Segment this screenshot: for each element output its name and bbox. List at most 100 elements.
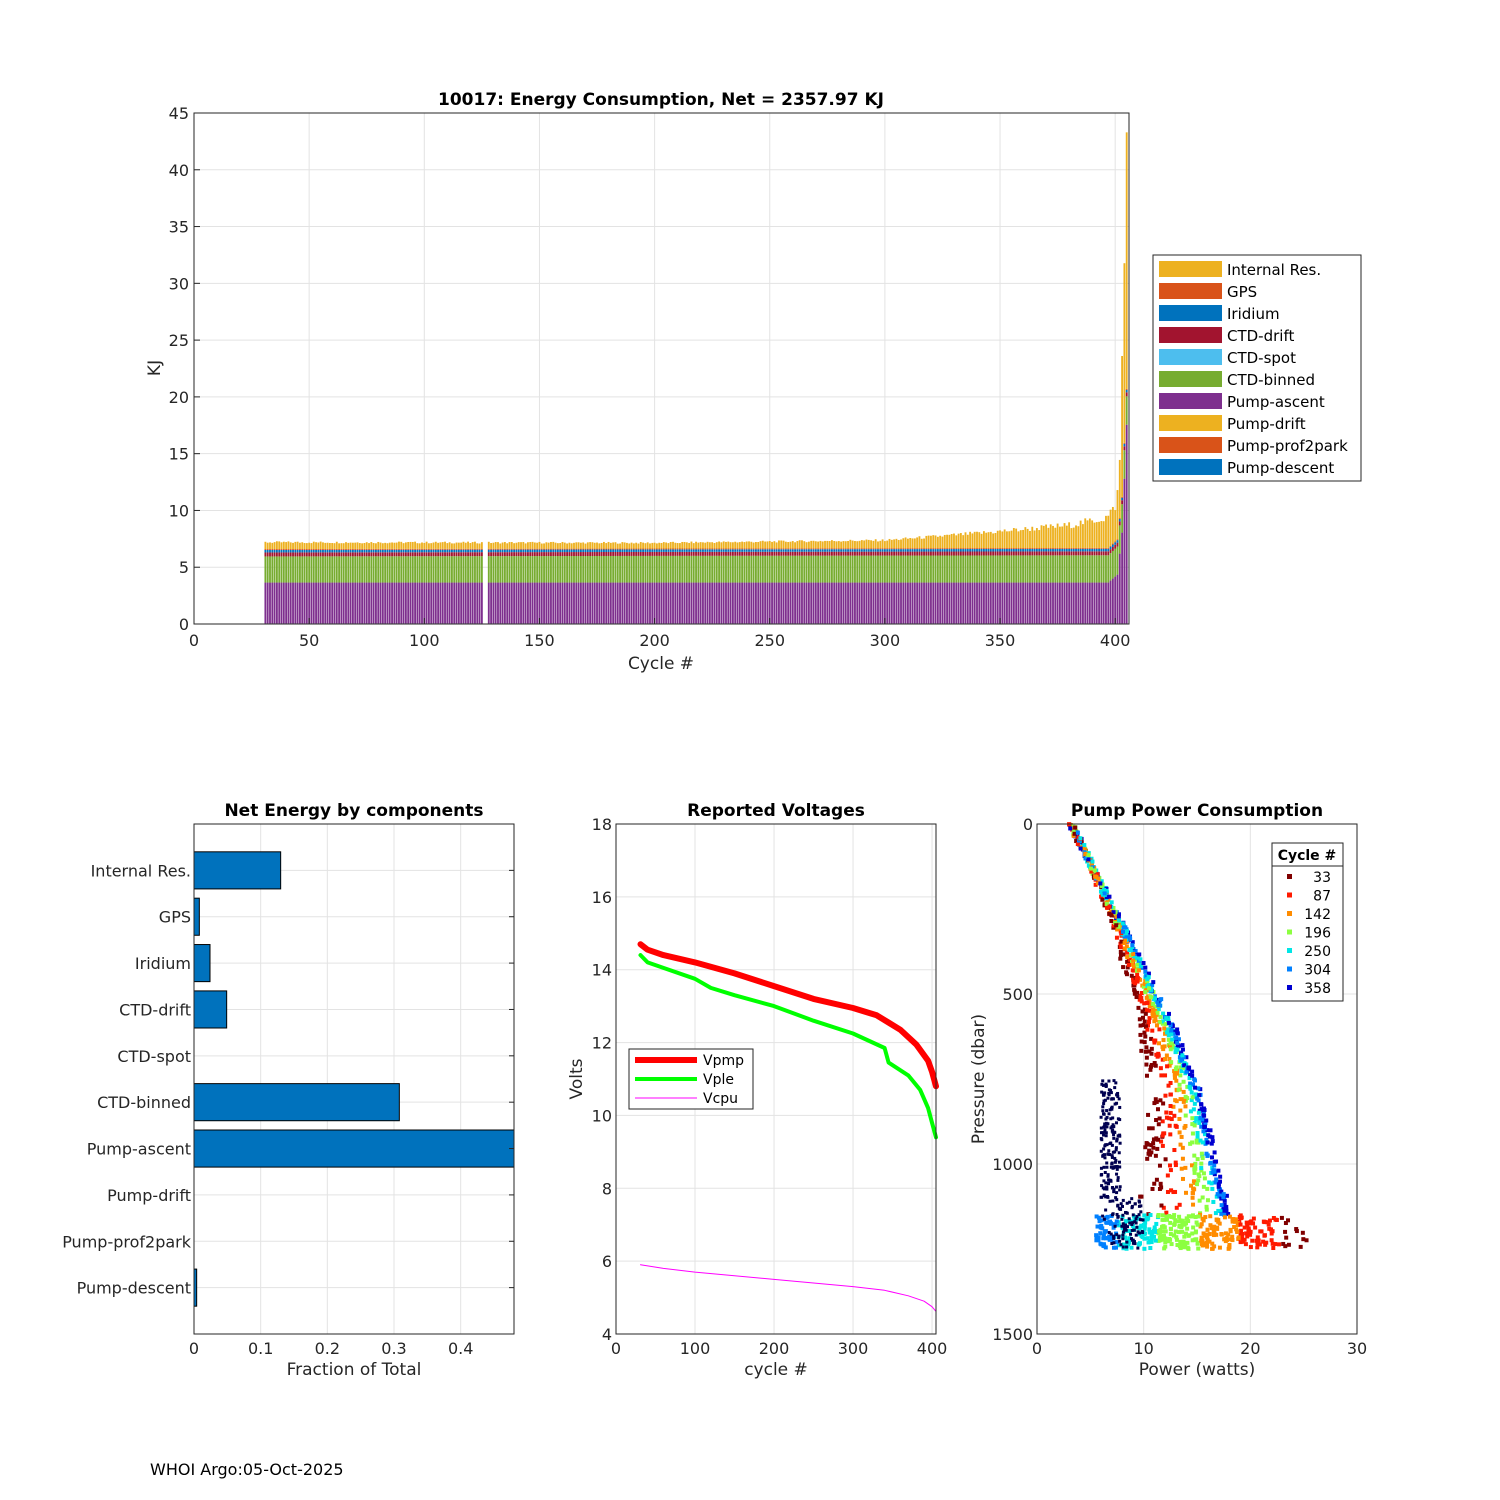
energy-bar-segment xyxy=(1107,551,1110,556)
energy-bar-segment xyxy=(971,548,974,550)
energy-bar-segment xyxy=(755,551,757,556)
pump-point xyxy=(1120,921,1125,926)
energy-bar-segment xyxy=(1114,510,1117,542)
energy-bar-segment xyxy=(335,541,338,549)
energy-bar-segment xyxy=(490,552,493,557)
energy-bar-segment xyxy=(734,541,737,549)
energy-bar-segment xyxy=(536,549,539,553)
energy-bar-segment xyxy=(1040,582,1043,624)
pump-point xyxy=(1110,1241,1114,1245)
pump-point xyxy=(1186,1066,1191,1071)
energy-bar-segment xyxy=(909,548,912,550)
pump-point xyxy=(1281,1241,1286,1246)
energy-bar-segment xyxy=(913,555,916,583)
pump-point xyxy=(1120,1217,1124,1221)
pump-point xyxy=(1167,1163,1172,1168)
energy-bar-segment xyxy=(600,542,603,549)
pump-point xyxy=(1104,1236,1109,1241)
pump-point xyxy=(1101,1109,1105,1113)
energy-bar-segment xyxy=(308,582,311,624)
pump-point xyxy=(1118,945,1123,950)
energy-bar-segment xyxy=(964,555,967,583)
energy-bar-segment xyxy=(683,549,686,552)
energy-bar-segment xyxy=(510,549,513,553)
energy-bar-segment xyxy=(377,548,380,550)
pump-point xyxy=(1104,1195,1108,1199)
energy-bar-segment xyxy=(976,555,978,583)
energy-bar-segment xyxy=(1010,548,1013,552)
energy-bar-segment xyxy=(706,555,709,583)
energy-bar-segment xyxy=(312,556,315,583)
pump-point xyxy=(1128,953,1133,958)
energy-bar-segment xyxy=(342,552,345,557)
energy-bar-segment xyxy=(543,582,545,624)
pump-point xyxy=(1145,977,1150,982)
energy-bar-segment xyxy=(607,582,610,624)
pump-point xyxy=(1165,1027,1170,1032)
energy-bar-segment xyxy=(573,582,575,624)
energy-bar-segment xyxy=(635,548,638,550)
pump-point xyxy=(1132,955,1137,960)
energy-bar-segment xyxy=(803,548,806,550)
energy-bar-segment xyxy=(275,549,278,550)
pump-point xyxy=(1181,1099,1186,1104)
energy-bar-segment xyxy=(559,549,562,553)
energy-bar-segment xyxy=(469,549,472,553)
energy-bar-segment xyxy=(430,552,433,557)
energy-bar-segment xyxy=(600,552,603,556)
energy-bar-segment xyxy=(987,551,990,556)
energy-bar-segment xyxy=(856,548,859,550)
energy-bar-segment xyxy=(552,541,555,549)
energy-bar-segment xyxy=(1091,551,1094,556)
energy-bar-segment xyxy=(1015,528,1018,549)
energy-bar-segment xyxy=(1015,548,1018,549)
pump-point xyxy=(1181,1089,1186,1094)
energy-bar-segment xyxy=(824,582,826,624)
energy-bar-segment xyxy=(269,556,271,583)
energy-bar-segment xyxy=(494,582,497,624)
energy-bar-segment xyxy=(361,552,364,557)
energy-bar-segment xyxy=(1072,551,1075,556)
components-tick-label-x: 0.2 xyxy=(315,1339,340,1358)
energy-bar-segment xyxy=(1116,546,1119,575)
energy-bar-segment xyxy=(826,551,829,556)
energy-bar-segment xyxy=(985,532,988,549)
energy-bar-segment xyxy=(982,555,985,583)
energy-bar-segment xyxy=(354,552,357,557)
energy-bar-segment xyxy=(704,548,707,550)
pump-point xyxy=(1111,1186,1115,1190)
energy-bar-segment xyxy=(363,552,366,557)
pump-point xyxy=(1164,1115,1169,1120)
energy-bar-segment xyxy=(342,556,345,583)
energy-bar-segment xyxy=(890,551,893,556)
energy-bar-segment xyxy=(840,548,843,550)
energy-bar-segment xyxy=(612,551,615,556)
energy-bar-segment xyxy=(527,552,529,557)
energy-bar-segment xyxy=(305,543,308,549)
energy-bar-segment xyxy=(851,555,854,583)
energy-bar-segment xyxy=(653,555,656,583)
energy-bar-segment xyxy=(704,551,707,556)
energy-bar-segment xyxy=(600,548,603,550)
pump-point xyxy=(1144,1062,1149,1067)
energy-bar-segment xyxy=(681,549,684,552)
pump-point xyxy=(1157,1163,1162,1168)
energy-bar-segment xyxy=(1063,523,1066,548)
energy-bar-segment xyxy=(609,549,612,552)
pump-point xyxy=(1111,925,1116,930)
pump-point xyxy=(1155,1000,1160,1005)
energy-bar-segment xyxy=(575,542,578,549)
pump-point xyxy=(1166,1018,1171,1023)
energy-bar-segment xyxy=(287,541,290,550)
pump-point xyxy=(1102,887,1107,892)
pump-point xyxy=(1106,897,1111,902)
pump-point xyxy=(1144,981,1149,986)
energy-bar-segment xyxy=(662,582,665,624)
energy-bar-segment xyxy=(533,552,536,557)
energy-bar-segment xyxy=(299,552,301,557)
voltages-tick-label-y: 14 xyxy=(592,961,612,980)
energy-bar-segment xyxy=(858,549,861,552)
energy-bar-segment xyxy=(474,549,476,553)
pump-point xyxy=(1146,971,1151,976)
pump-point xyxy=(1160,1119,1165,1124)
